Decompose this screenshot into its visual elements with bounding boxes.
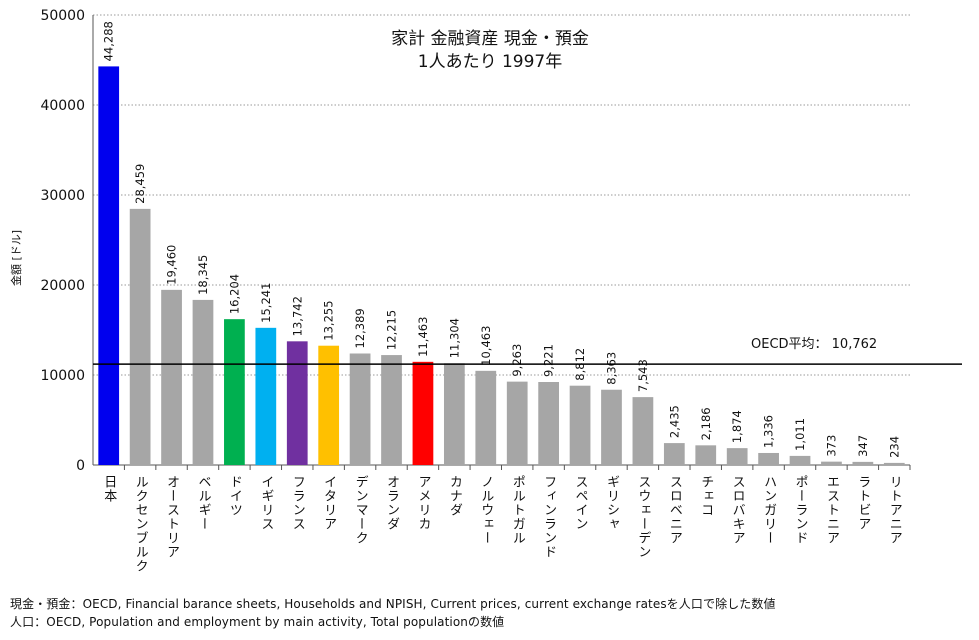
bar bbox=[695, 445, 717, 465]
x-category-label: アメリカ bbox=[415, 475, 430, 531]
x-category-label: 日本 bbox=[101, 475, 117, 503]
x-category-label: スウェーデン bbox=[635, 475, 650, 559]
bar-value-label: 1,011 bbox=[793, 418, 807, 451]
bar bbox=[318, 345, 340, 465]
x-category-label: デンマーク bbox=[353, 475, 368, 545]
x-category-label: ラトビア bbox=[855, 475, 870, 531]
bar bbox=[192, 299, 214, 465]
x-category-label: フランス bbox=[290, 475, 305, 531]
x-category-label: スロバキア bbox=[730, 475, 746, 545]
bar-value-label: 347 bbox=[856, 435, 870, 457]
bar-value-label: 12,389 bbox=[353, 308, 367, 348]
x-category-label: ハンガリー bbox=[761, 475, 776, 545]
bar bbox=[726, 448, 748, 465]
x-category-label: フィンランド bbox=[541, 475, 556, 559]
bar-value-label: 11,463 bbox=[416, 317, 430, 357]
source-note-cash-deposits: 現金・預金：OECD, Financial barance sheets, Ho… bbox=[10, 597, 776, 611]
bar-value-label: 9,263 bbox=[510, 344, 524, 377]
y-axis-label: 金額 [ドル] bbox=[9, 230, 23, 286]
bar bbox=[852, 461, 874, 465]
x-category-label: スロベニア bbox=[667, 475, 683, 545]
bar bbox=[475, 370, 497, 465]
y-tick-label: 0 bbox=[76, 458, 85, 474]
bar-value-label: 13,255 bbox=[322, 300, 336, 340]
x-category-label: オランダ bbox=[384, 475, 399, 531]
y-tick-label: 40000 bbox=[40, 98, 85, 114]
bar bbox=[443, 363, 465, 465]
x-category-label: エストニア bbox=[824, 475, 839, 545]
bar-value-label: 9,221 bbox=[542, 344, 556, 377]
bar bbox=[821, 461, 842, 465]
bar bbox=[883, 462, 905, 465]
x-category-label: ギリシャ bbox=[604, 475, 619, 531]
bar bbox=[412, 361, 434, 465]
bar-value-label: 373 bbox=[824, 435, 838, 457]
bar-value-label: 28,459 bbox=[133, 164, 147, 204]
bar bbox=[789, 455, 811, 465]
x-category-label: スペイン bbox=[573, 475, 589, 531]
x-category-label: オーストリア bbox=[164, 475, 179, 559]
x-category-label: イギリス bbox=[258, 475, 273, 531]
bar-value-label: 19,460 bbox=[165, 245, 179, 285]
bar bbox=[632, 397, 654, 465]
bar bbox=[538, 382, 560, 465]
chart-title-line-2: 1人あたり 1997年 bbox=[418, 52, 562, 72]
bar-value-label: 11,304 bbox=[447, 318, 461, 358]
bar-value-label: 2,435 bbox=[667, 405, 681, 438]
y-tick-label: 30000 bbox=[40, 188, 85, 204]
x-category-label: ポーランド bbox=[793, 475, 808, 545]
source-note-population: 人口：OECD, Population and employment by ma… bbox=[10, 615, 505, 629]
bar bbox=[129, 208, 151, 465]
y-tick-label: 10000 bbox=[40, 368, 85, 384]
bar bbox=[286, 341, 308, 465]
x-category-label: イタリア bbox=[321, 475, 336, 531]
bar bbox=[161, 289, 182, 465]
bar-value-label: 15,241 bbox=[259, 283, 273, 323]
bar-value-label: 1,336 bbox=[762, 415, 776, 448]
bar-value-label: 16,204 bbox=[227, 274, 241, 314]
bar-chart: 0 10000 20000 30000 40000 50000 金額 [ドル] 44,288 日… bbox=[9, 8, 962, 573]
chart-title-line-1: 家計 金融資産 現金・預金 bbox=[391, 29, 589, 49]
bar-value-label: 18,345 bbox=[196, 255, 210, 295]
bar bbox=[569, 385, 591, 465]
y-tick-label: 20000 bbox=[40, 278, 85, 294]
bar bbox=[349, 353, 371, 465]
bar bbox=[98, 66, 120, 466]
bar-value-label: 12,215 bbox=[385, 310, 399, 350]
x-category-label: ノルウェー bbox=[478, 475, 493, 545]
bar bbox=[224, 319, 245, 465]
bar bbox=[758, 452, 779, 465]
bar-value-label: 8,363 bbox=[604, 352, 618, 385]
bar-value-label: 1,874 bbox=[730, 410, 744, 443]
y-tick-label: 50000 bbox=[40, 8, 85, 24]
bar bbox=[601, 389, 622, 465]
x-category-label: カナダ bbox=[447, 475, 462, 517]
x-category-label: ドイツ bbox=[227, 475, 242, 517]
x-category-label: ベルギー bbox=[195, 475, 211, 531]
x-category-label: チェコ bbox=[698, 475, 713, 517]
oecd-average-label: OECD平均： 10,762 bbox=[751, 337, 877, 352]
bar-value-label: 2,186 bbox=[699, 407, 713, 440]
bar bbox=[255, 327, 277, 465]
bar-value-label: 7,543 bbox=[636, 359, 650, 392]
bar bbox=[506, 381, 528, 465]
bar-value-label: 44,288 bbox=[102, 21, 116, 61]
x-category-label: ポルトガル bbox=[510, 475, 525, 545]
bar-value-label: 234 bbox=[887, 436, 901, 458]
bar-value-label: 10,463 bbox=[479, 326, 493, 366]
bar bbox=[381, 355, 402, 465]
bar bbox=[663, 443, 685, 465]
x-category-label: ルクセンブルク bbox=[133, 475, 149, 573]
x-category-label: リトアニア bbox=[887, 475, 902, 545]
bar-value-label: 13,742 bbox=[290, 296, 304, 336]
